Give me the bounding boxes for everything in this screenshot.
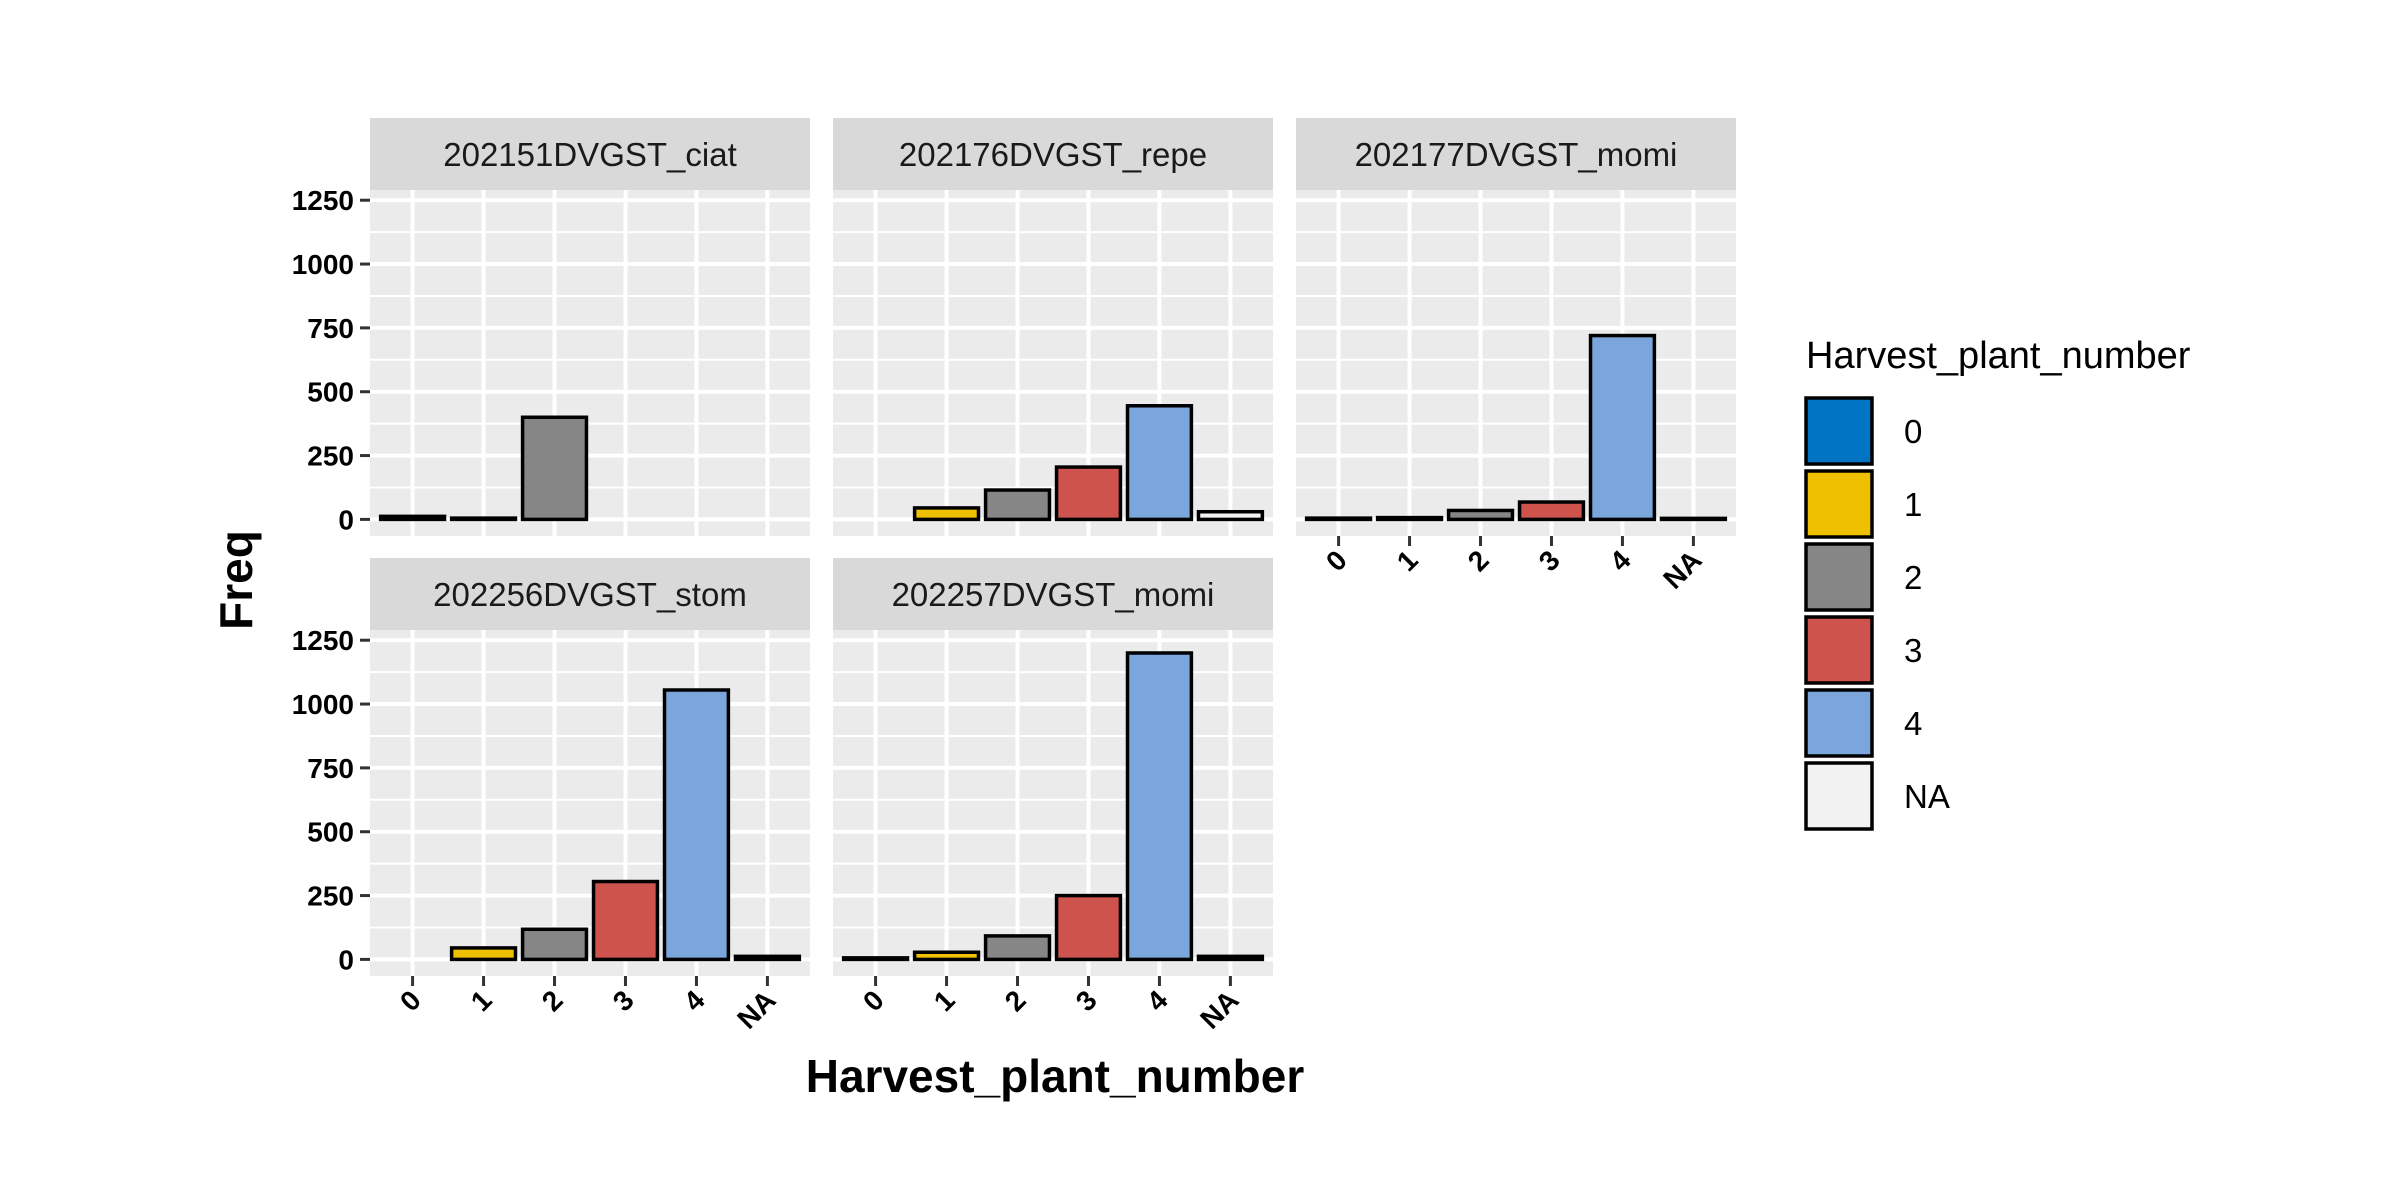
y-tick-label: 500	[307, 377, 354, 408]
y-tick-label: 0	[338, 944, 354, 975]
facet-panel-202151dvgst-ciat: 202151DVGST_ciat 0 250 500 750 1000 1250	[292, 118, 810, 536]
bar-202151dvgst-ciat-0	[378, 514, 447, 522]
facet-strip	[833, 558, 1273, 630]
panel-background	[370, 630, 810, 976]
legend-item-4: 4	[1804, 688, 1922, 758]
bar-202257dvgst-momi-na	[1196, 954, 1265, 962]
x-tick-label: 0	[857, 984, 890, 1017]
bar-202176dvgst-repe-1	[912, 506, 981, 522]
facet-strip-label: 202256DVGST_stom	[433, 576, 747, 613]
y-tick-label: 250	[307, 441, 354, 472]
legend-key	[1804, 396, 1874, 466]
y-tick-label: 500	[307, 817, 354, 848]
facet-strip	[833, 118, 1273, 190]
x-tick-label: 1	[1391, 544, 1424, 577]
legend-item-1: 1	[1804, 469, 1922, 539]
bar-202256dvgst-stom-2	[520, 927, 589, 962]
x-tick-label: 4	[1141, 984, 1174, 1017]
facet-strip-label: 202257DVGST_momi	[892, 576, 1215, 613]
x-tick-label: NA	[731, 984, 782, 1035]
bar-202177dvgst-momi-1	[1375, 515, 1444, 522]
facet-strip-label: 202177DVGST_momi	[1355, 136, 1678, 173]
x-tick-label: 4	[678, 984, 711, 1017]
legend-key	[1804, 542, 1874, 612]
y-tick-label: 750	[307, 753, 354, 784]
facet-panel-202177dvgst-momi: 202177DVGST_momi 0 1 2 3 4 NA	[1296, 118, 1736, 595]
bar-202256dvgst-stom-na	[733, 954, 802, 962]
panel-background	[833, 190, 1273, 536]
bar-202151dvgst-ciat-2	[520, 415, 589, 522]
legend-label: 0	[1904, 413, 1922, 450]
y-tick-label: 1250	[292, 185, 354, 216]
legend: Harvest_plant_number 0 1 2 3 4 NA	[1804, 335, 2191, 831]
legend-item-0: 0	[1804, 396, 1922, 466]
legend-label: 3	[1904, 632, 1922, 669]
bar-202176dvgst-repe-na	[1196, 509, 1265, 522]
legend-item-na: NA	[1804, 761, 1950, 831]
x-tick-label: 2	[1462, 544, 1495, 577]
bar-202257dvgst-momi-2	[983, 934, 1052, 962]
facet-strip-label: 202151DVGST_ciat	[443, 136, 737, 173]
bar-202257dvgst-momi-1	[912, 950, 981, 962]
legend-item-2: 2	[1804, 542, 1922, 612]
x-axis-title: Harvest_plant_number	[806, 1050, 1305, 1102]
bar-202256dvgst-stom-3	[591, 879, 660, 962]
x-tick-label: 0	[1320, 544, 1353, 577]
x-tick-label: 2	[536, 984, 569, 1017]
panel-background	[370, 190, 810, 536]
facet-panel-202257dvgst-momi: 202257DVGST_momi 0 1 2 3 4 NA	[833, 558, 1273, 1035]
x-tick-label: 3	[1070, 984, 1103, 1017]
x-tick-label: 0	[394, 984, 427, 1017]
facet-strip	[370, 558, 810, 630]
facet-strip	[1296, 118, 1736, 190]
y-tick-label: 250	[307, 881, 354, 912]
bar-202176dvgst-repe-2	[983, 488, 1052, 522]
bar-202151dvgst-ciat-1	[449, 516, 518, 522]
legend-label: 1	[1904, 486, 1922, 523]
bar-202177dvgst-momi-2	[1446, 508, 1515, 522]
legend-key	[1804, 615, 1874, 685]
legend-label: NA	[1904, 778, 1950, 815]
x-tick-label: 1	[465, 984, 498, 1017]
legend-label: 2	[1904, 559, 1922, 596]
x-tick-label: 3	[1533, 544, 1566, 577]
bar-202177dvgst-momi-na	[1659, 516, 1728, 522]
legend-label: 4	[1904, 705, 1922, 742]
legend-key	[1804, 469, 1874, 539]
y-axis-title: Freq	[210, 530, 262, 630]
facet-panel-202256dvgst-stom: 202256DVGST_stom 0 250 500 750 1000 1250 0 1 2 3 4 N…	[292, 558, 810, 1035]
x-tick-label: NA	[1657, 544, 1708, 595]
bar-202177dvgst-momi-4	[1588, 333, 1657, 522]
panel-background	[1296, 190, 1736, 536]
x-tick-label: 1	[928, 984, 961, 1017]
y-tick-label: 1000	[292, 249, 354, 280]
bar-202256dvgst-stom-1	[449, 946, 518, 962]
legend-item-3: 3	[1804, 615, 1922, 685]
x-tick-label: 2	[999, 984, 1032, 1017]
facet-strip	[370, 118, 810, 190]
bar-202257dvgst-momi-4	[1125, 651, 1194, 962]
x-tick-label: 3	[607, 984, 640, 1017]
panel-background	[833, 630, 1273, 976]
facet-strip-label: 202176DVGST_repe	[899, 136, 1207, 173]
y-tick-label: 0	[338, 504, 354, 535]
x-tick-label: NA	[1194, 984, 1245, 1035]
bar-202256dvgst-stom-4	[662, 688, 731, 962]
facet-panels: 202151DVGST_ciat025050075010001250202176…	[292, 118, 1736, 1035]
bar-202176dvgst-repe-3	[1054, 465, 1123, 522]
bar-202177dvgst-momi-3	[1517, 500, 1586, 522]
facet-panel-202176dvgst-repe: 202176DVGST_repe	[833, 118, 1273, 536]
y-tick-label: 1000	[292, 689, 354, 720]
bar-202257dvgst-momi-0	[841, 956, 910, 962]
bar-202257dvgst-momi-3	[1054, 893, 1123, 962]
y-tick-label: 1250	[292, 625, 354, 656]
bar-202176dvgst-repe-4	[1125, 404, 1194, 522]
y-tick-label: 750	[307, 313, 354, 344]
bar-202177dvgst-momi-0	[1304, 516, 1373, 522]
legend-key	[1804, 761, 1874, 831]
legend-title: Harvest_plant_number	[1806, 335, 2191, 377]
legend-key	[1804, 688, 1874, 758]
x-tick-label: 4	[1604, 544, 1637, 577]
